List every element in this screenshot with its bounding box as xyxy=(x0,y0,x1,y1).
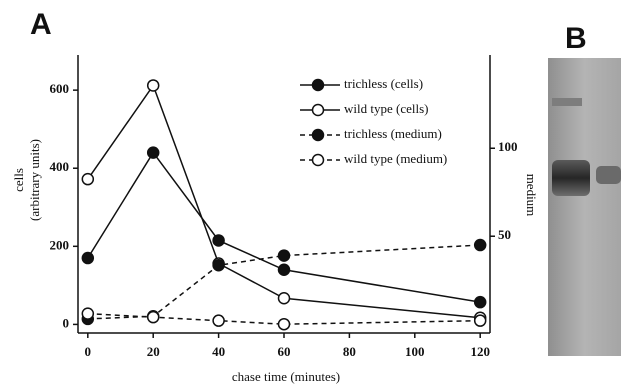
marker xyxy=(279,293,290,304)
marker xyxy=(279,264,290,275)
line xyxy=(88,153,480,303)
legend-marker xyxy=(313,80,324,91)
marker xyxy=(82,253,93,264)
x-tick-label: 40 xyxy=(212,344,225,359)
marker xyxy=(148,147,159,158)
line xyxy=(88,85,480,317)
x-tick-label: 100 xyxy=(405,344,425,359)
y-tick-label: 600 xyxy=(50,81,70,96)
marker xyxy=(148,80,159,91)
y2-axis-label: medium xyxy=(524,174,539,217)
gel-band xyxy=(552,98,582,106)
marker xyxy=(279,250,290,261)
legend-label: trichless (medium) xyxy=(344,126,442,141)
x-tick-label: 20 xyxy=(147,344,160,359)
y-tick-label: 200 xyxy=(50,237,70,252)
y-tick-label: 0 xyxy=(63,315,70,330)
gel-band xyxy=(596,166,621,184)
legend-marker xyxy=(313,105,324,116)
marker xyxy=(148,312,159,323)
y2-tick-label: 100 xyxy=(498,139,518,154)
legend-marker xyxy=(313,130,324,141)
panel-label: A xyxy=(30,8,52,41)
marker xyxy=(82,308,93,319)
y-tick-label: 400 xyxy=(50,159,70,174)
marker xyxy=(475,240,486,251)
y-axis-label: (arbitrary units) xyxy=(27,139,42,221)
gel-band xyxy=(552,160,590,196)
marker xyxy=(82,174,93,185)
marker xyxy=(475,315,486,326)
legend-label: wild type (medium) xyxy=(344,151,447,166)
x-tick-label: 0 xyxy=(85,344,92,359)
marker xyxy=(213,315,224,326)
marker xyxy=(279,319,290,330)
y2-tick-label: 50 xyxy=(498,227,511,242)
legend-label: trichless (cells) xyxy=(344,76,423,91)
x-tick-label: 120 xyxy=(470,344,490,359)
x-tick-label: 60 xyxy=(278,344,291,359)
marker xyxy=(213,235,224,246)
x-axis-label: chase time (minutes) xyxy=(232,369,340,384)
legend-marker xyxy=(313,155,324,166)
figure: A B cells (arbitrary units) medium chase… xyxy=(0,0,621,388)
legend-label: wild type (cells) xyxy=(344,101,428,116)
y-axis-label: cells xyxy=(11,168,26,192)
marker xyxy=(475,297,486,308)
marker xyxy=(213,260,224,271)
panel-label: B xyxy=(565,22,587,55)
x-tick-label: 80 xyxy=(343,344,356,359)
